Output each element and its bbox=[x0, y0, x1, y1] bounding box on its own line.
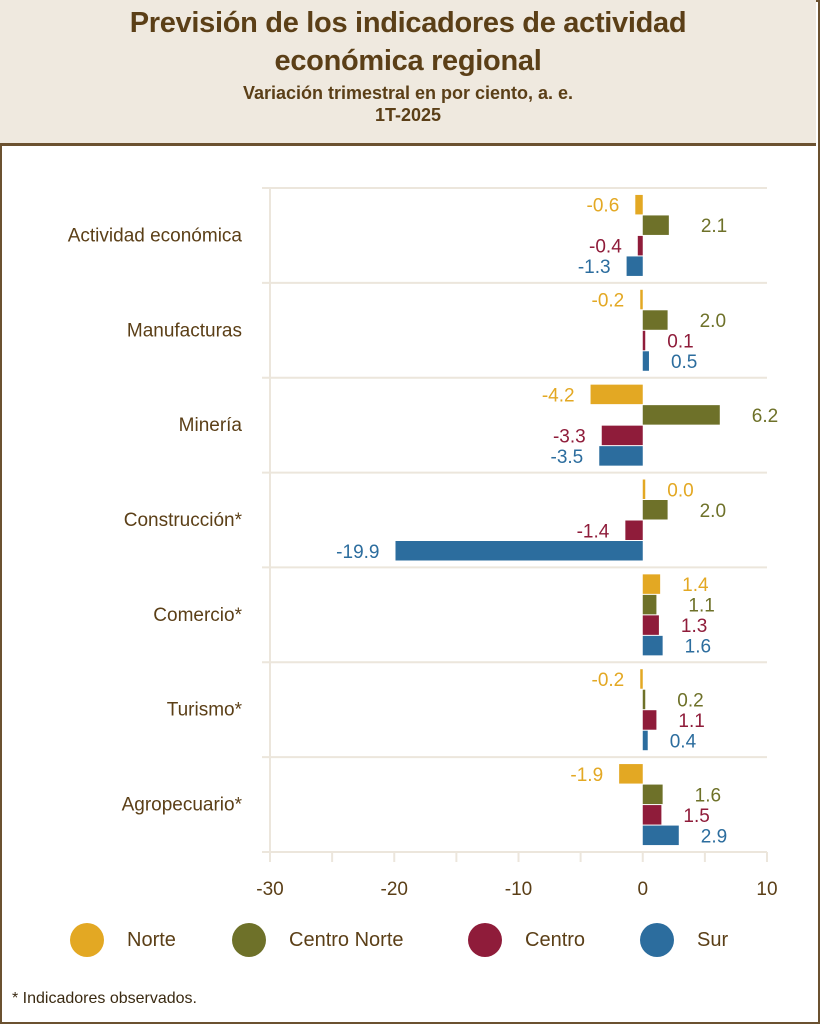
legend-label-norte: Norte bbox=[127, 928, 176, 951]
value-label-centro-norte-agropecuario: 1.6 bbox=[695, 785, 721, 806]
grid-lines bbox=[262, 187, 767, 852]
bar-norte-actividad-economica bbox=[635, 194, 643, 215]
value-label-norte-comercio: 1.4 bbox=[682, 575, 709, 596]
bar-centro-norte-comercio bbox=[642, 594, 657, 615]
value-label-centro-norte-mineria: 6.2 bbox=[752, 406, 778, 427]
value-label-sur-mineria: -3.5 bbox=[551, 447, 584, 468]
value-labels: -0.6 -0.2 -4.2 0.0 1.4 -0.2 -1.9 2.1 2.0 6.2 2.0 1.… bbox=[336, 196, 778, 848]
chart-period: 1T-2025 bbox=[374, 105, 442, 125]
legend-marker-norte bbox=[70, 923, 104, 957]
legend-item-centro: Centro bbox=[468, 922, 585, 958]
x-tick-label: -30 bbox=[256, 879, 283, 900]
chart-title-line2: económica regional bbox=[274, 45, 542, 77]
value-label-sur-actividad-economica: -1.3 bbox=[578, 257, 611, 278]
x-tick-label: 0 bbox=[637, 879, 648, 900]
value-label-sur-agropecuario: 2.9 bbox=[701, 826, 727, 847]
bar-norte-construccion bbox=[642, 479, 646, 499]
value-label-centro-norte-comercio: 1.1 bbox=[688, 596, 714, 617]
bar-centro-norte-actividad-economica bbox=[642, 215, 669, 235]
bar-centro-norte-turismo bbox=[642, 689, 646, 710]
legend-label-centro-norte: Centro Norte bbox=[289, 928, 404, 951]
x-tick-label: 10 bbox=[756, 879, 777, 900]
category-labels: Actividad económica Manufacturas Minería Co… bbox=[68, 225, 243, 815]
value-label-centro-actividad-economica: -0.4 bbox=[589, 237, 622, 258]
value-label-centro-norte-manufacturas: 2.0 bbox=[700, 311, 726, 332]
value-label-centro-comercio: 1.3 bbox=[681, 616, 707, 637]
bar-norte-manufacturas bbox=[640, 289, 643, 310]
bar-sur-mineria bbox=[599, 446, 643, 466]
bar-centro-norte-agropecuario bbox=[642, 784, 663, 805]
value-label-centro-agropecuario: 1.5 bbox=[683, 806, 709, 827]
value-label-sur-construccion: -19.9 bbox=[336, 542, 379, 563]
legend-marker-sur bbox=[640, 923, 674, 957]
value-label-centro-construccion: -1.4 bbox=[577, 521, 610, 542]
legend-label-centro: Centro bbox=[525, 928, 586, 951]
bar-centro-construccion bbox=[625, 520, 643, 540]
category-label-comercio: Comercio* bbox=[153, 605, 242, 626]
bars bbox=[395, 194, 720, 846]
value-label-centro-norte-construccion: 2.0 bbox=[700, 501, 726, 522]
bar-sur-manufacturas bbox=[642, 351, 649, 371]
value-label-centro-turismo: 1.1 bbox=[678, 711, 704, 732]
value-label-centro-manufacturas: 0.1 bbox=[667, 332, 693, 353]
chart-subtitle: Variación trimestral en por ciento, a. e… bbox=[242, 83, 574, 103]
bar-centro-manufacturas bbox=[642, 330, 646, 351]
legend-item-centro-norte: Centro Norte bbox=[232, 922, 404, 958]
bar-norte-agropecuario bbox=[619, 764, 643, 784]
value-label-sur-manufacturas: 0.5 bbox=[671, 352, 697, 373]
x-axis: -30 -20 -10 0 10 bbox=[256, 851, 778, 900]
bar-centro-norte-manufacturas bbox=[642, 310, 668, 330]
value-label-sur-turismo: 0.4 bbox=[670, 731, 697, 752]
category-label-actividad-economica: Actividad económica bbox=[68, 225, 243, 246]
bar-norte-mineria bbox=[590, 384, 643, 405]
legend-marker-centro bbox=[468, 923, 502, 957]
legend-item-norte: Norte bbox=[70, 922, 176, 958]
bar-chart: -0.6 -0.2 -4.2 0.0 1.4 -0.2 -1.9 2.1 2.0 6.2 2.0 1.… bbox=[68, 187, 778, 900]
bar-centro-comercio bbox=[642, 615, 659, 635]
bar-sur-actividad-economica bbox=[626, 256, 643, 276]
value-label-sur-comercio: 1.6 bbox=[685, 637, 711, 658]
chart-header: Previsión de los indicadores de activida… bbox=[0, 0, 816, 146]
bar-centro-turismo bbox=[642, 710, 657, 730]
chart-title-line1: Previsión de los indicadores de activida… bbox=[129, 7, 687, 39]
value-label-centro-norte-turismo: 0.2 bbox=[677, 690, 703, 711]
category-label-mineria: Minería bbox=[179, 415, 243, 436]
value-label-norte-construccion: 0.0 bbox=[667, 480, 693, 501]
bar-centro-mineria bbox=[601, 425, 643, 446]
bar-centro-norte-mineria bbox=[642, 405, 720, 425]
legend-marker-centro-norte bbox=[232, 923, 266, 957]
footnote: * Indicadores observados. bbox=[12, 990, 197, 1007]
value-label-norte-manufacturas: -0.2 bbox=[592, 291, 625, 312]
bar-centro-agropecuario bbox=[642, 805, 662, 825]
x-tick-label: -10 bbox=[505, 879, 532, 900]
bar-sur-turismo bbox=[642, 730, 648, 751]
bar-centro-norte-construccion bbox=[642, 500, 668, 520]
x-tick-label: -20 bbox=[381, 879, 408, 900]
value-label-centro-norte-actividad-economica: 2.1 bbox=[701, 216, 727, 237]
legend: Norte Centro Norte Centro Sur bbox=[70, 922, 770, 958]
bar-norte-comercio bbox=[642, 574, 661, 594]
bar-sur-comercio bbox=[642, 635, 663, 656]
bar-norte-turismo bbox=[640, 669, 643, 689]
chart-title: Previsión de los indicadores de activida… bbox=[0, 4, 816, 80]
value-label-norte-agropecuario: -1.9 bbox=[570, 765, 603, 786]
bar-sur-construccion bbox=[395, 541, 643, 561]
value-label-norte-mineria: -4.2 bbox=[542, 385, 575, 406]
category-label-manufacturas: Manufacturas bbox=[127, 320, 242, 341]
value-label-centro-mineria: -3.3 bbox=[553, 426, 586, 447]
value-label-norte-actividad-economica: -0.6 bbox=[587, 196, 620, 217]
bar-sur-agropecuario bbox=[642, 825, 679, 846]
category-label-turismo: Turismo* bbox=[167, 700, 243, 721]
category-label-construccion: Construcción* bbox=[124, 510, 243, 531]
value-label-norte-turismo: -0.2 bbox=[592, 670, 625, 691]
legend-item-sur: Sur bbox=[640, 922, 728, 958]
legend-label-sur: Sur bbox=[697, 928, 729, 951]
category-label-agropecuario: Agropecuario* bbox=[122, 795, 243, 816]
bar-centro-actividad-economica bbox=[637, 235, 643, 256]
